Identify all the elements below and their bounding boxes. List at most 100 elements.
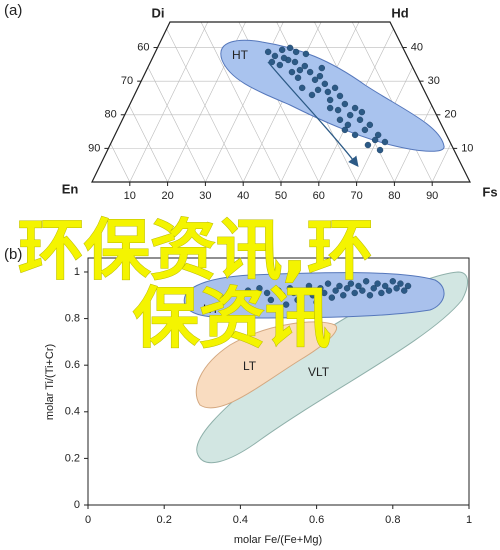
point xyxy=(374,280,381,287)
corner-label: En xyxy=(62,181,79,196)
point xyxy=(336,116,344,124)
point xyxy=(321,289,328,297)
point xyxy=(336,282,343,290)
grid-line xyxy=(394,22,470,182)
left-tick-label: 60 xyxy=(137,41,149,53)
grid-line xyxy=(120,22,282,182)
point xyxy=(264,48,272,56)
corner-label: Hd xyxy=(391,5,408,20)
point xyxy=(331,84,339,92)
point xyxy=(237,292,244,299)
y-tick-label: 0.2 xyxy=(65,452,80,464)
point xyxy=(343,285,351,292)
point xyxy=(301,287,309,294)
point xyxy=(278,46,286,54)
point xyxy=(393,285,400,292)
point xyxy=(229,289,236,297)
grid-line xyxy=(92,22,168,182)
left-tick-label: 80 xyxy=(105,109,117,121)
point xyxy=(286,285,294,292)
corner-label: Fs xyxy=(482,184,497,199)
point xyxy=(318,64,326,72)
left-tick-label: 70 xyxy=(121,75,133,87)
point xyxy=(397,280,404,287)
region-label: HT xyxy=(232,48,249,62)
point xyxy=(344,121,352,129)
y-tick-label: 0.4 xyxy=(65,406,80,418)
x-tick-label: 0.2 xyxy=(157,514,172,526)
point xyxy=(351,289,358,297)
point xyxy=(364,141,372,149)
point xyxy=(305,282,313,290)
panel-label: (a) xyxy=(4,2,22,19)
point xyxy=(298,84,306,92)
point xyxy=(267,296,275,304)
grid-line xyxy=(92,22,206,182)
right-tick-label: 10 xyxy=(461,142,473,154)
point xyxy=(378,289,385,297)
point xyxy=(359,287,366,294)
point xyxy=(275,287,282,294)
point xyxy=(288,68,296,76)
x-tick-label: 0.8 xyxy=(385,514,400,526)
point xyxy=(324,280,332,287)
x-axis-label: molar Fe/(Fe+Mg) xyxy=(234,534,322,546)
lt-region xyxy=(195,321,338,409)
x-tick-label: 60 xyxy=(313,190,325,202)
x-tick-label: 10 xyxy=(124,190,136,202)
right-tick-label: 30 xyxy=(428,75,440,87)
point xyxy=(324,88,332,96)
point xyxy=(341,100,349,108)
point xyxy=(263,289,271,297)
point xyxy=(326,96,334,104)
point xyxy=(306,68,314,76)
point xyxy=(381,282,389,290)
ht-region xyxy=(220,39,445,152)
point xyxy=(347,280,355,287)
point xyxy=(361,126,369,134)
point xyxy=(404,282,412,290)
trend-arrow xyxy=(267,61,359,168)
point xyxy=(341,126,349,134)
grid-line xyxy=(92,22,131,182)
point xyxy=(336,92,344,100)
point xyxy=(268,58,276,66)
grid-line xyxy=(158,22,320,182)
grid-line xyxy=(242,22,400,182)
region-label: VLT xyxy=(308,365,330,379)
point xyxy=(389,278,396,285)
point xyxy=(362,278,370,285)
point xyxy=(371,136,379,144)
region-label: HT xyxy=(203,302,220,316)
point xyxy=(296,66,304,74)
point xyxy=(385,287,393,294)
point xyxy=(314,86,322,94)
y-axis-label: molar Ti/(Ti+Cr) xyxy=(44,344,56,420)
point xyxy=(316,72,324,80)
point xyxy=(351,131,359,139)
point xyxy=(282,301,290,308)
right-tick-label: 20 xyxy=(444,109,456,121)
point xyxy=(291,58,299,66)
y-tick-label: 0 xyxy=(74,499,80,511)
point xyxy=(355,282,362,290)
point xyxy=(326,104,334,112)
overlay-text: 环保资讯,环 xyxy=(18,212,373,289)
point xyxy=(317,285,324,292)
point xyxy=(271,52,279,60)
point xyxy=(286,44,294,52)
grid-line xyxy=(431,22,470,182)
corner-label: Di xyxy=(152,5,165,20)
point xyxy=(279,292,286,299)
x-tick-label: 30 xyxy=(199,190,211,202)
point xyxy=(321,80,329,88)
point xyxy=(302,50,310,58)
point xyxy=(376,146,384,154)
left-tick-label: 90 xyxy=(88,142,100,154)
point xyxy=(358,108,366,116)
x-tick-label: 1 xyxy=(466,514,472,526)
point xyxy=(328,294,336,301)
point xyxy=(244,287,252,294)
point xyxy=(334,106,342,114)
